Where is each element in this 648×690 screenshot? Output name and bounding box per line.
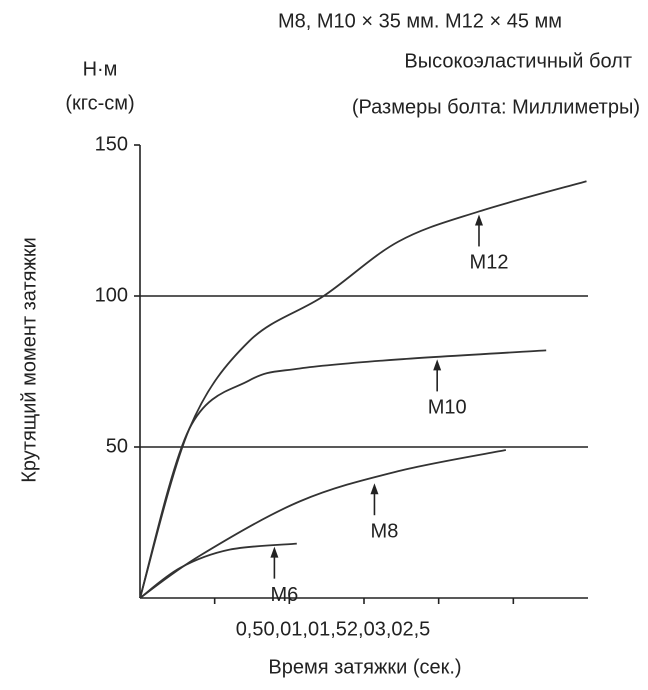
- arrow-head: [474, 214, 483, 226]
- line-series: [139, 180, 587, 599]
- x-tick-labels: 0,50,01,01,52,03,02,5: [236, 618, 431, 640]
- y-tick-label: 150: [95, 133, 128, 155]
- arrow-head: [270, 546, 279, 558]
- line-series: [139, 449, 507, 599]
- x-axis-label: Время затяжки (сек.): [268, 656, 461, 678]
- arrow-head: [370, 483, 379, 495]
- series-label: M6: [271, 584, 299, 606]
- series-label: M12: [470, 252, 509, 274]
- series-label: M10: [428, 397, 467, 419]
- line-series: [139, 349, 547, 599]
- chart-title: M8, M10 × 35 мм. M12 × 45 мм: [278, 10, 562, 32]
- y-tick-label: 50: [106, 435, 128, 457]
- arrow-head: [433, 359, 442, 371]
- y-tick-label: 100: [95, 284, 128, 306]
- y-unit: Н·м: [83, 58, 118, 80]
- y-unit-alt: (кгс-см): [65, 92, 134, 114]
- subtitle: Высокоэластичный болт: [404, 50, 632, 72]
- y-axis-label: Крутящий момент затяжки: [18, 237, 40, 483]
- note: (Размеры болта: Миллиметры): [352, 96, 640, 118]
- line-series: [139, 542, 297, 599]
- series-label: M8: [371, 521, 399, 543]
